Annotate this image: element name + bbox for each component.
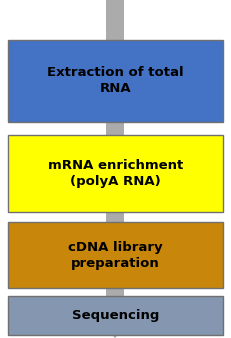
Text: mRNA enrichment
(polyA RNA): mRNA enrichment (polyA RNA) — [48, 159, 183, 188]
Bar — [8, 222, 223, 288]
Text: Extraction of total
RNA: Extraction of total RNA — [47, 67, 184, 96]
Text: cDNA library
preparation: cDNA library preparation — [68, 241, 163, 269]
Polygon shape — [85, 308, 145, 338]
Bar — [8, 40, 223, 122]
Bar — [106, 0, 124, 308]
Bar — [8, 135, 223, 212]
Bar — [8, 296, 223, 335]
Text: Sequencing: Sequencing — [72, 309, 159, 322]
